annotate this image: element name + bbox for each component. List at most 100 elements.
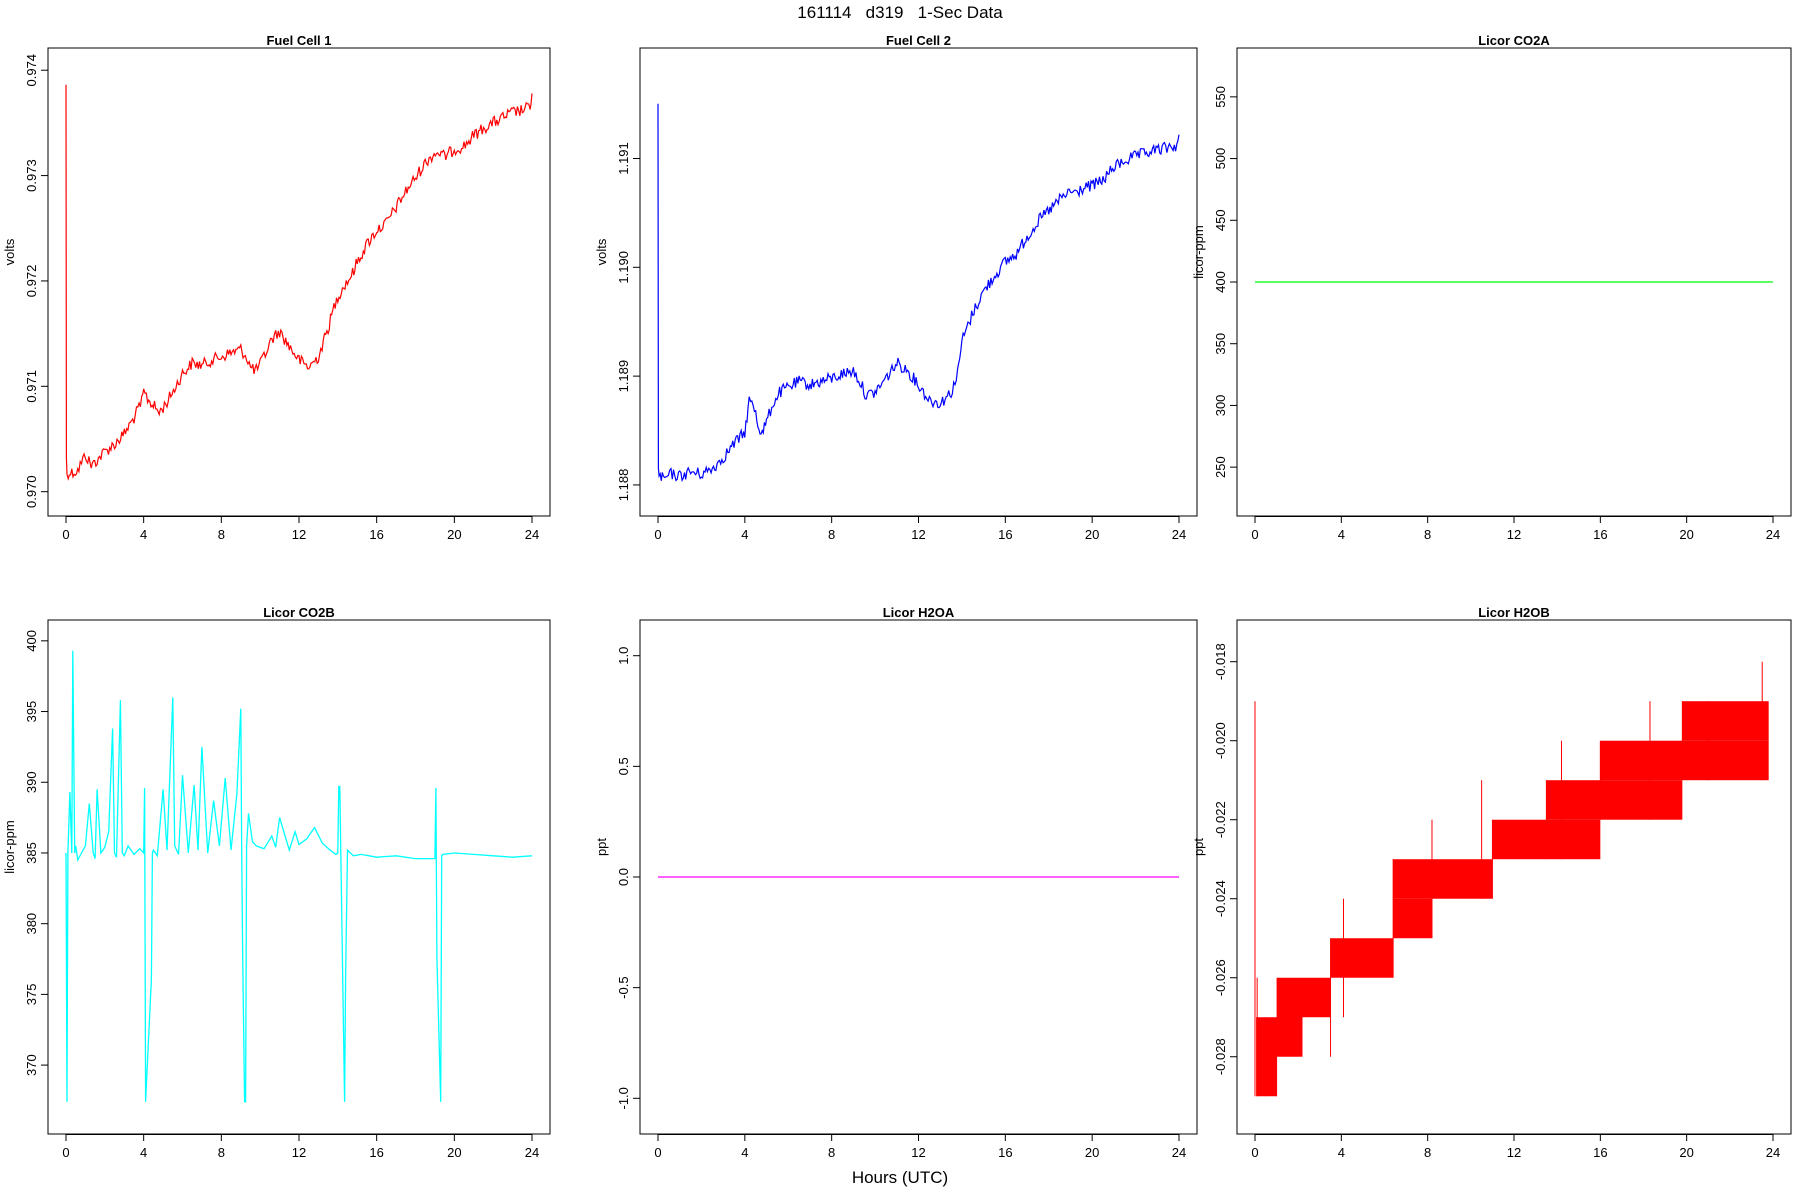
y-tick-label: -0.018 — [1213, 643, 1228, 680]
x-tick-label: 0 — [62, 1145, 69, 1160]
series-line — [657, 103, 1180, 483]
panel-5: Licor H2OA ppt 0 4 8 12 16 20 24 -1.0 -0.5 0.0 0.5 1.… — [594, 605, 1198, 1160]
y-tick-label: 1.0 — [616, 647, 631, 665]
x-tick-label: 16 — [998, 1145, 1012, 1160]
x-tick-label: 12 — [1507, 527, 1521, 542]
y-tick-label: 350 — [1213, 333, 1228, 355]
y-tick-label: 550 — [1213, 86, 1228, 108]
y-axis-title: licor-ppm — [1191, 225, 1206, 278]
x-tick-label: 4 — [741, 1145, 748, 1160]
y-tick-label: 1.191 — [616, 142, 631, 175]
x-tick-label: 0 — [654, 1145, 661, 1160]
panel-frame — [47, 619, 551, 1135]
x-tick-label: 24 — [1172, 527, 1186, 542]
y-tick-label: 1.188 — [616, 469, 631, 502]
y-tick-label: 0.974 — [24, 54, 39, 87]
data-band — [1256, 1017, 1277, 1097]
x-tick-label: 24 — [1766, 527, 1780, 542]
data-band — [1302, 977, 1331, 1018]
y-tick-label: 0.0 — [616, 868, 631, 886]
panel-3: Licor CO2A licor-ppm 0 4 8 12 16 20 24 250 300 350 4… — [1191, 33, 1792, 542]
series-line — [65, 84, 533, 481]
y-tick-label: 385 — [24, 842, 39, 864]
y-tick-label: -0.028 — [1213, 1038, 1228, 1075]
x-tick-label: 4 — [140, 527, 147, 542]
x-tick-label: 24 — [1766, 1145, 1780, 1160]
y-tick-label: 0.970 — [24, 475, 39, 508]
x-tick-label: 8 — [218, 1145, 225, 1160]
y-axis-title: volts — [2, 238, 17, 265]
panel-title: Licor CO2B — [263, 605, 335, 620]
x-tick-label: 8 — [218, 527, 225, 542]
y-tick-label: 250 — [1213, 456, 1228, 478]
x-tick-label: 8 — [828, 1145, 835, 1160]
y-tick-label: 0.5 — [616, 757, 631, 775]
page-title: 161114 d319 1-Sec Data — [797, 3, 1003, 22]
x-tick-label: 4 — [1338, 527, 1345, 542]
x-tick-label: 20 — [447, 1145, 461, 1160]
y-tick-label: 0.971 — [24, 370, 39, 403]
x-tick-label: 24 — [1172, 1145, 1186, 1160]
data-band — [1393, 898, 1432, 939]
panel-title: Fuel Cell 2 — [886, 33, 951, 48]
data-band — [1546, 780, 1683, 820]
panel-4: Licor CO2B licor-ppm 0 4 8 12 16 20 24 370 375 380 3… — [2, 605, 551, 1160]
panel-title: Licor H2OB — [1478, 605, 1550, 620]
x-tick-label: 24 — [525, 527, 539, 542]
x-tick-label: 0 — [1251, 1145, 1258, 1160]
y-tick-label: 395 — [24, 701, 39, 723]
panel-frame — [639, 47, 1198, 517]
y-tick-label: 0.973 — [24, 159, 39, 192]
x-tick-label: 20 — [1085, 527, 1099, 542]
y-tick-label: 1.190 — [616, 251, 631, 284]
y-tick-label: -0.026 — [1213, 959, 1228, 996]
y-tick-label: 400 — [1213, 271, 1228, 293]
x-tick-label: 8 — [828, 527, 835, 542]
x-tick-label: 0 — [654, 527, 661, 542]
data-band — [1393, 859, 1493, 899]
y-tick-label: 400 — [24, 630, 39, 652]
y-tick-label: -0.022 — [1213, 801, 1228, 838]
y-tick-label: -0.024 — [1213, 880, 1228, 917]
y-axis-title: licor-ppm — [2, 820, 17, 873]
y-tick-label: 380 — [24, 913, 39, 935]
series-line — [65, 650, 533, 1103]
panel-6: Licor H2OB ppt 0 4 8 12 16 20 24 -0.028 -0.026 -0.0… — [1191, 605, 1792, 1160]
panel-title: Licor H2OA — [883, 605, 955, 620]
y-axis-title: ppt — [594, 838, 609, 856]
y-tick-label: 390 — [24, 771, 39, 793]
x-tick-label: 4 — [741, 527, 748, 542]
x-tick-label: 16 — [1593, 527, 1607, 542]
x-axis-label: Hours (UTC) — [851, 1168, 949, 1187]
data-band — [1682, 701, 1769, 741]
y-tick-label: 450 — [1213, 209, 1228, 231]
panel-frame — [47, 47, 551, 517]
y-tick-label: 375 — [24, 984, 39, 1006]
y-tick-label: 300 — [1213, 395, 1228, 417]
x-tick-label: 20 — [1085, 1145, 1099, 1160]
x-tick-label: 12 — [292, 527, 306, 542]
y-tick-label: 0.972 — [24, 265, 39, 298]
x-tick-label: 0 — [1251, 527, 1258, 542]
x-tick-label: 12 — [911, 527, 925, 542]
x-tick-label: 12 — [292, 1145, 306, 1160]
x-tick-label: 16 — [998, 527, 1012, 542]
panel-title: Fuel Cell 1 — [266, 33, 331, 48]
data-band — [1276, 977, 1303, 1057]
y-axis-title: volts — [594, 238, 609, 265]
data-band — [1600, 740, 1769, 781]
x-tick-label: 24 — [525, 1145, 539, 1160]
y-tick-label: 370 — [24, 1054, 39, 1076]
panel-1: Fuel Cell 1 volts 0 4 8 12 16 20 24 0.970 0.971 0.9… — [2, 33, 551, 542]
panel-2: Fuel Cell 2 volts 0 4 8 12 16 20 24 1.188 1.189 1.1… — [594, 33, 1198, 542]
x-tick-label: 4 — [1338, 1145, 1345, 1160]
x-tick-label: 12 — [1507, 1145, 1521, 1160]
y-tick-label: 500 — [1213, 148, 1228, 170]
x-tick-label: 20 — [447, 527, 461, 542]
y-tick-label: -0.5 — [616, 976, 631, 998]
x-tick-label: 12 — [911, 1145, 925, 1160]
panel-title: Licor CO2A — [1478, 33, 1550, 48]
data-band — [1330, 938, 1394, 978]
x-tick-label: 16 — [369, 1145, 383, 1160]
